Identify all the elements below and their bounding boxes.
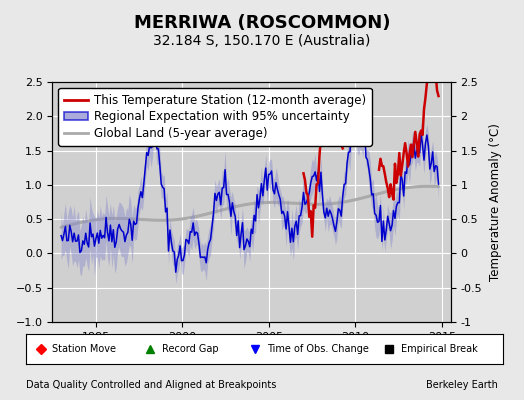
- Text: Time of Obs. Change: Time of Obs. Change: [267, 344, 369, 354]
- Text: 32.184 S, 150.170 E (Australia): 32.184 S, 150.170 E (Australia): [154, 34, 370, 48]
- Y-axis label: Temperature Anomaly (°C): Temperature Anomaly (°C): [489, 123, 502, 281]
- Text: Station Move: Station Move: [52, 344, 116, 354]
- Text: Data Quality Controlled and Aligned at Breakpoints: Data Quality Controlled and Aligned at B…: [26, 380, 277, 390]
- Text: Empirical Break: Empirical Break: [400, 344, 477, 354]
- Text: MERRIWA (ROSCOMMON): MERRIWA (ROSCOMMON): [134, 14, 390, 32]
- Text: Berkeley Earth: Berkeley Earth: [426, 380, 498, 390]
- Legend: This Temperature Station (12-month average), Regional Expectation with 95% uncer: This Temperature Station (12-month avera…: [58, 88, 372, 146]
- Text: Record Gap: Record Gap: [162, 344, 219, 354]
